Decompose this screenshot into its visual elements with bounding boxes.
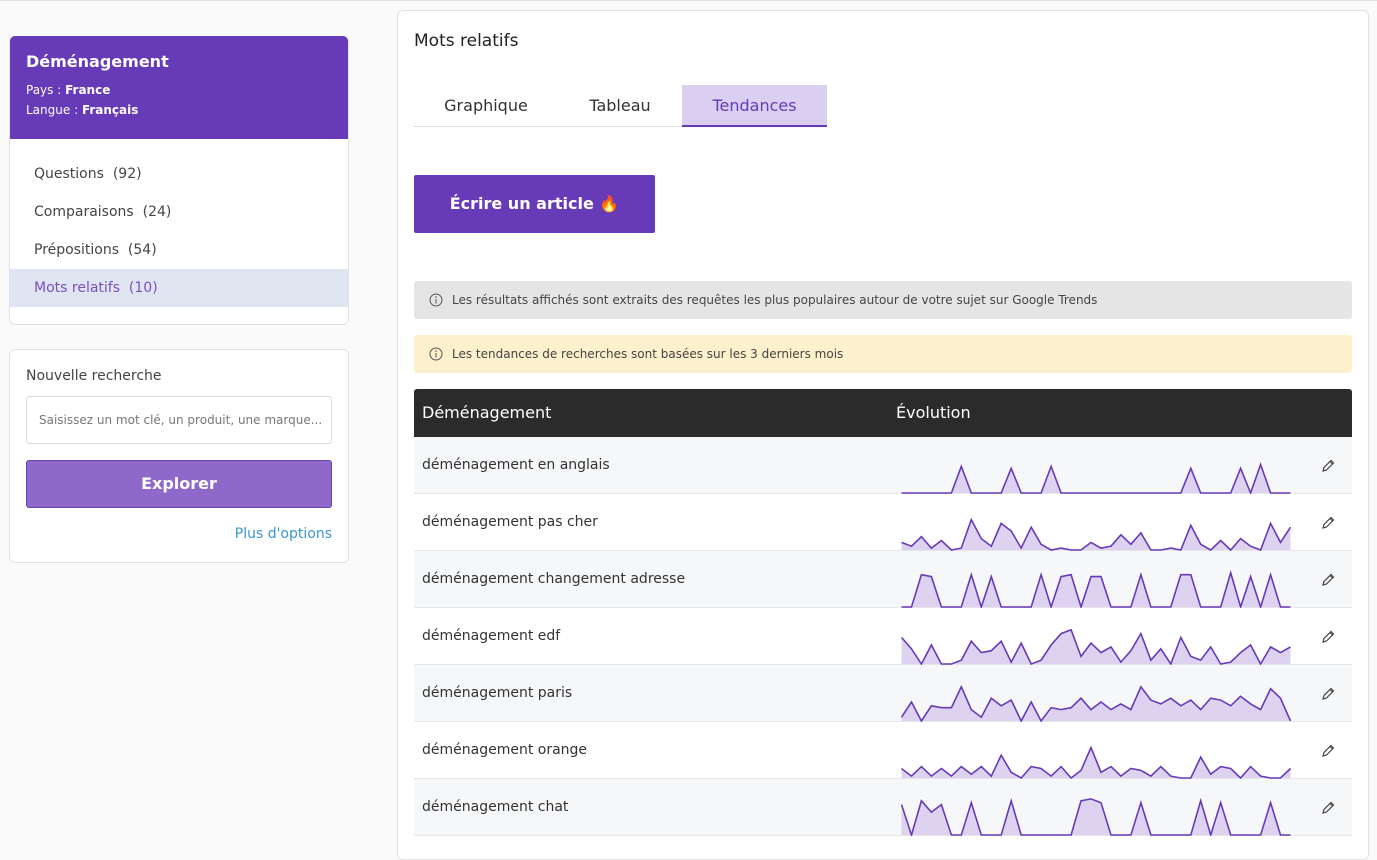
keyword: déménagement orange (422, 742, 588, 758)
notice-text: Les tendances de recherches sont basées … (452, 347, 844, 361)
column-header: Déménagement (422, 403, 552, 422)
sidebar-header: Déménagement Pays : France Langue : Fran… (10, 36, 348, 139)
sparkline-area (901, 686, 1291, 721)
menu-label: Questions (34, 166, 104, 182)
pencil (1322, 744, 1335, 757)
keyword: déménagement en anglais (422, 457, 610, 473)
search-input[interactable]: Saisissez un mot clé, un produit, une ma… (26, 396, 332, 444)
keyword: déménagement edf (422, 628, 561, 644)
pencil (1322, 459, 1335, 472)
edit-icon[interactable] (1320, 800, 1336, 816)
more-options-link[interactable]: Plus d'options (234, 526, 332, 542)
tabs-line (414, 126, 827, 127)
sparkline (901, 684, 1291, 722)
menu-item[interactable]: Questions (92) (10, 155, 348, 193)
explore-button[interactable]: Explorer (26, 460, 332, 508)
search-title: Nouvelle recherche (26, 368, 162, 384)
table-row: déménagement en anglais (414, 437, 1352, 494)
table-row: déménagement paris (414, 665, 1352, 722)
sparkline-area (901, 572, 1291, 607)
menu-count: (10) (128, 280, 158, 296)
menu-label: Mots relatifs (34, 280, 121, 296)
sparkline-line (901, 517, 1291, 551)
pencil (1322, 687, 1335, 700)
edit-icon[interactable] (1320, 629, 1336, 645)
tab[interactable]: Graphique (444, 96, 528, 115)
sparkline-line (901, 797, 1291, 836)
sparkline-area (901, 519, 1291, 550)
language: Langue : Français (26, 100, 332, 120)
table-row: déménagement chat (414, 779, 1352, 836)
edit-icon[interactable] (1320, 458, 1336, 474)
table-header: Déménagement Évolution (414, 389, 1352, 437)
column-header: Évolution (896, 403, 971, 422)
sparkline (901, 462, 1291, 494)
language-label: Langue : (26, 103, 79, 117)
menu-item[interactable]: Mots relatifs (10) (10, 269, 348, 307)
table-row: déménagement changement adresse (414, 551, 1352, 608)
info-icon (429, 293, 443, 307)
language-value: Français (81, 103, 139, 117)
pencil (1322, 801, 1335, 814)
pencil (1322, 573, 1335, 586)
edit-icon[interactable] (1320, 515, 1336, 531)
menu-count: (54) (127, 242, 157, 258)
sparkline-line (901, 628, 1291, 665)
menu-item[interactable]: Comparaisons (24) (10, 193, 348, 231)
sparkline-line (901, 745, 1291, 779)
sparkline (901, 797, 1291, 836)
write-article-button[interactable]: Écrire un article 🔥 (414, 175, 655, 233)
search-card: Nouvelle recherche Saisissez un mot clé,… (9, 349, 349, 563)
table-row: déménagement orange (414, 722, 1352, 779)
menu-count: (92) (112, 166, 142, 182)
menu-label: Comparaisons (34, 204, 134, 220)
keyword: déménagement changement adresse (422, 571, 686, 587)
tab[interactable]: Tendances (682, 85, 827, 127)
info-icon (429, 347, 443, 361)
menu-label: Prépositions (34, 242, 120, 258)
pencil (1322, 630, 1335, 643)
country-value: France (65, 83, 111, 97)
sparkline-line (901, 569, 1291, 608)
edit-icon[interactable] (1320, 743, 1336, 759)
menu-count: (24) (142, 204, 172, 220)
tab[interactable]: Tableau (589, 96, 651, 115)
sparkline (901, 745, 1291, 779)
table-row: déménagement pas cher (414, 494, 1352, 551)
sparkline-line (901, 462, 1291, 494)
main-title: Mots relatifs (414, 31, 519, 51)
sparkline (901, 628, 1291, 665)
edit-icon[interactable] (1320, 686, 1336, 702)
sparkline (901, 517, 1291, 551)
sparkline (901, 569, 1291, 608)
keyword: déménagement paris (422, 685, 573, 701)
sparkline-area (901, 747, 1291, 778)
notice-box: Les tendances de recherches sont basées … (414, 335, 1352, 373)
pencil (1322, 516, 1335, 529)
sparkline-area (901, 798, 1291, 835)
menu-item[interactable]: Prépositions (54) (10, 231, 348, 269)
country-label: Pays : (26, 83, 62, 97)
sidebar-title: Déménagement (26, 52, 169, 71)
keyword: déménagement pas cher (422, 514, 598, 530)
edit-icon[interactable] (1320, 572, 1336, 588)
info-box: Les résultats affichés sont extraits des… (414, 281, 1352, 319)
sparkline-line (901, 684, 1291, 722)
country: Pays : France (26, 80, 332, 100)
info-text: Les résultats affichés sont extraits des… (452, 293, 1098, 307)
sparkline-area (901, 464, 1291, 493)
keyword: déménagement chat (422, 799, 569, 815)
sparkline-area (901, 629, 1291, 664)
table-row: déménagement edf (414, 608, 1352, 665)
